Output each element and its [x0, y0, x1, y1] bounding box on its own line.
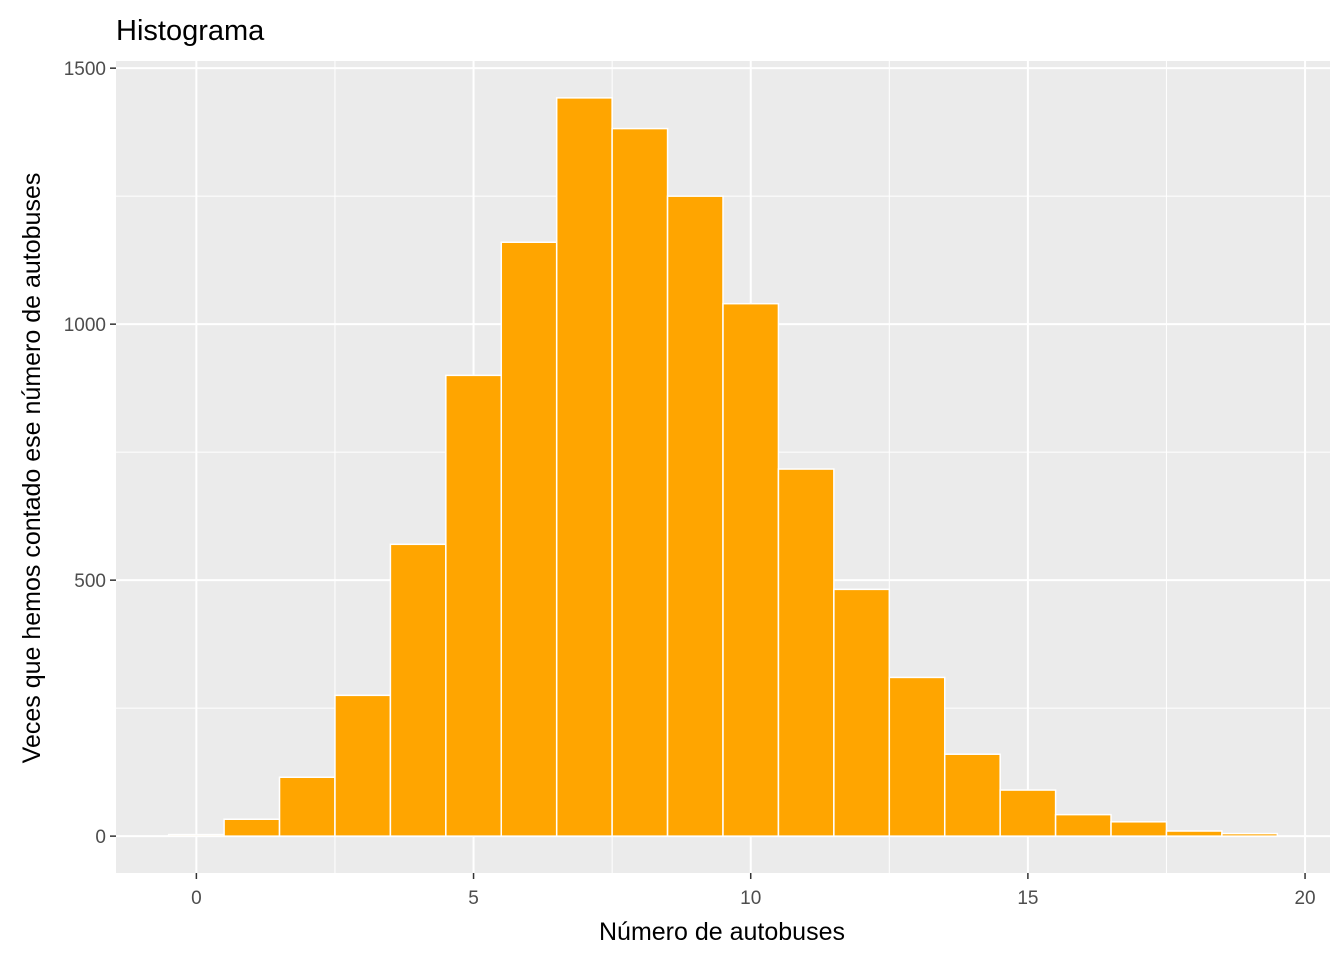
histogram-bar [278, 776, 336, 837]
histogram-bar [999, 789, 1057, 837]
x-tick-label: 10 [740, 888, 761, 909]
histogram-bar [1110, 821, 1168, 837]
histogram-bar [943, 753, 1001, 837]
y-axis: 0 500 1000 1500 [64, 59, 116, 848]
x-tick-label: 0 [191, 888, 202, 909]
histogram-bar [1165, 830, 1223, 837]
histogram-bar [334, 694, 392, 837]
x-tick-label: 5 [468, 888, 479, 909]
histogram-bar [389, 543, 447, 837]
y-axis-title: Veces que hemos contado ese número de au… [18, 173, 46, 764]
y-tick-label: 0 [95, 827, 106, 848]
histogram-bar [555, 97, 613, 837]
y-tick-label: 1000 [64, 315, 106, 336]
histogram-bar [611, 127, 669, 837]
x-axis-title: Número de autobuses [599, 918, 845, 946]
histogram-bar [888, 676, 946, 837]
histogram-bar [777, 468, 835, 837]
y-tick-label: 500 [74, 571, 106, 592]
histogram-bar [666, 195, 724, 837]
histogram-bar [833, 588, 891, 837]
histogram-bar [1221, 832, 1279, 837]
chart-title: Histograma [116, 15, 265, 47]
histogram-bar [500, 241, 558, 837]
histogram-bar [167, 833, 225, 837]
y-tick-label: 1500 [64, 59, 106, 80]
histogram-bar [223, 818, 281, 837]
histogram-bars [167, 97, 1279, 837]
histogram-bar [1054, 813, 1112, 837]
histogram-bar [722, 302, 780, 837]
x-axis: 0 5 10 15 20 [191, 873, 1316, 909]
histogram-bar [445, 374, 503, 837]
x-tick-label: 15 [1017, 888, 1038, 909]
x-tick-label: 20 [1294, 888, 1315, 909]
